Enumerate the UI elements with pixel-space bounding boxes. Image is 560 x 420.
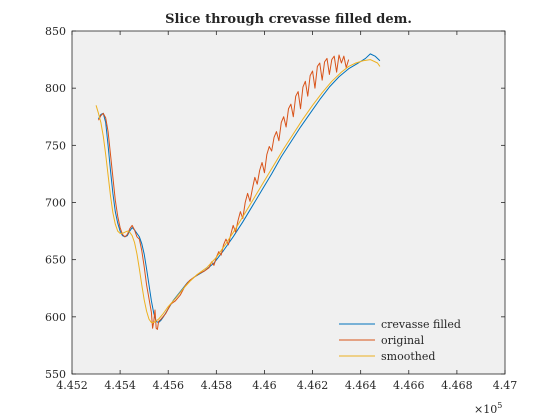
- y-tick-label: 650: [45, 254, 66, 267]
- x-tick-label: 4.456: [152, 379, 184, 392]
- x-tick-label: 4.46: [252, 379, 277, 392]
- x-exponent-label: ×105: [474, 401, 502, 416]
- x-tick-label: 4.464: [345, 379, 377, 392]
- x-tick-label: 4.466: [393, 379, 425, 392]
- legend: crevasse filled original smoothed: [335, 314, 461, 364]
- x-tick-label: 4.462: [297, 379, 329, 392]
- x-tick-label: 4.452: [56, 379, 88, 392]
- x-exponent-base: ×10: [474, 403, 497, 416]
- y-tick-label: 750: [45, 139, 66, 152]
- x-exponent-power: 5: [497, 401, 502, 410]
- x-tick-label: 4.454: [104, 379, 136, 392]
- x-tick-label: 4.468: [441, 379, 473, 392]
- x-tick-label: 4.458: [201, 379, 233, 392]
- series-line-smoothed: [95, 59, 381, 324]
- chart-title: Slice through crevasse filled dem.: [165, 12, 412, 27]
- legend-label-crevasse-filled: crevasse filled: [381, 318, 461, 331]
- y-tick-label: 600: [45, 311, 66, 324]
- y-tick-label: 550: [45, 368, 66, 381]
- series-line-crevasse-filled: [98, 53, 381, 324]
- x-tick-label: 4.47: [493, 379, 518, 392]
- legend-label-original: original: [381, 334, 425, 347]
- y-tick-label: 800: [45, 82, 66, 95]
- series-line-original: [98, 54, 350, 330]
- y-tick-label: 700: [45, 197, 66, 210]
- y-tick-label: 850: [45, 25, 66, 38]
- series-layer: [95, 53, 381, 330]
- legend-label-smoothed: smoothed: [381, 350, 435, 363]
- axes-layer: 4.452 4.454 4.456 4.458 4.46 4.462 4.464 4.466 4…: [45, 25, 517, 392]
